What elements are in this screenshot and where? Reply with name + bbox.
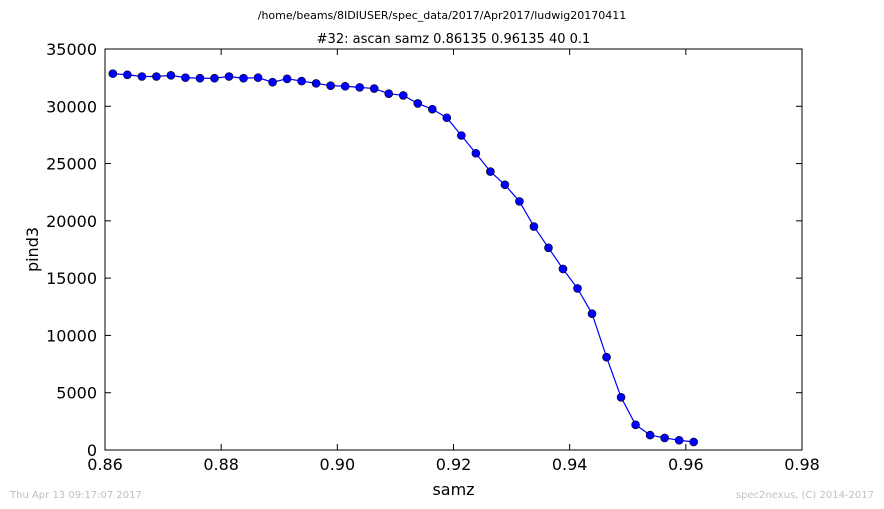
y-tick-label: 5000 — [56, 384, 97, 403]
chart-title: #32: ascan samz 0.86135 0.96135 40 0.1 — [317, 32, 591, 47]
data-point — [413, 99, 423, 108]
data-point — [398, 91, 408, 100]
data-point — [210, 73, 219, 83]
data-point — [355, 83, 364, 92]
data-point — [239, 73, 248, 83]
y-tick-label: 35000 — [46, 40, 97, 59]
data-point — [384, 89, 394, 98]
data-point — [471, 148, 481, 158]
data-point — [631, 420, 640, 430]
data-point — [166, 71, 176, 80]
x-tick-label: 0.90 — [320, 455, 356, 474]
x-tick-label: 0.94 — [552, 455, 588, 474]
data-point — [616, 392, 626, 402]
data-point — [515, 197, 524, 206]
y-tick-label: 25000 — [46, 155, 97, 174]
y-axis-ticks: 0 5000 10000 15000 20000 25000 30000 35000 — [46, 40, 802, 460]
data-point — [573, 284, 582, 293]
y-tick-label: 15000 — [46, 269, 97, 288]
data-point — [674, 435, 684, 445]
data-point — [224, 72, 234, 81]
y-tick-label: 0 — [87, 441, 97, 460]
data-point — [544, 243, 553, 253]
y-tick-label: 30000 — [46, 97, 97, 116]
data-point — [500, 180, 510, 190]
footer-timestamp: Thu Apr 13 09:17:07 2017 — [9, 490, 142, 501]
data-point — [645, 430, 655, 440]
data-point — [108, 69, 118, 78]
data-point — [442, 113, 452, 123]
x-tick-label: 0.98 — [784, 455, 820, 474]
data-point — [602, 352, 611, 362]
data-point — [340, 81, 350, 91]
data-point — [529, 222, 539, 231]
data-point — [369, 84, 379, 93]
footer-credit: spec2nexus, (C) 2014-2017 — [736, 490, 874, 501]
data-point — [457, 131, 466, 140]
data-point — [268, 77, 277, 87]
data-point — [587, 309, 597, 318]
data-point — [660, 433, 669, 443]
data-point — [427, 104, 437, 114]
data-point — [297, 76, 306, 86]
x-tick-label: 0.96 — [668, 455, 704, 474]
data-point — [486, 167, 495, 176]
y-tick-label: 10000 — [46, 326, 97, 345]
data-point — [689, 437, 698, 447]
data-point — [181, 73, 190, 82]
y-tick-label: 20000 — [46, 212, 97, 231]
data-point — [137, 72, 147, 81]
data-point — [195, 73, 205, 83]
data-point — [282, 74, 292, 84]
x-axis-ticks: 0.86 0.88 0.90 0.92 0.94 0.96 0.98 — [87, 49, 820, 474]
data-point — [123, 70, 132, 80]
y-axis-label: pind3 — [23, 227, 42, 272]
figure-suptitle: /home/beams/8IDIUSER/spec_data/2017/Apr2… — [258, 9, 627, 22]
x-tick-label: 0.86 — [87, 455, 123, 474]
plot-area: 0.86 0.88 0.90 0.92 0.94 0.96 0.98 0 5000 10000 1… — [46, 40, 820, 474]
data-point — [326, 81, 335, 90]
x-tick-label: 0.88 — [203, 455, 239, 474]
data-point — [253, 73, 263, 82]
data-point — [152, 72, 161, 81]
data-point — [558, 264, 568, 274]
x-tick-label: 0.92 — [436, 455, 472, 474]
data-point — [311, 79, 321, 88]
data-series — [108, 69, 698, 447]
x-axis-label: samz — [432, 480, 474, 499]
